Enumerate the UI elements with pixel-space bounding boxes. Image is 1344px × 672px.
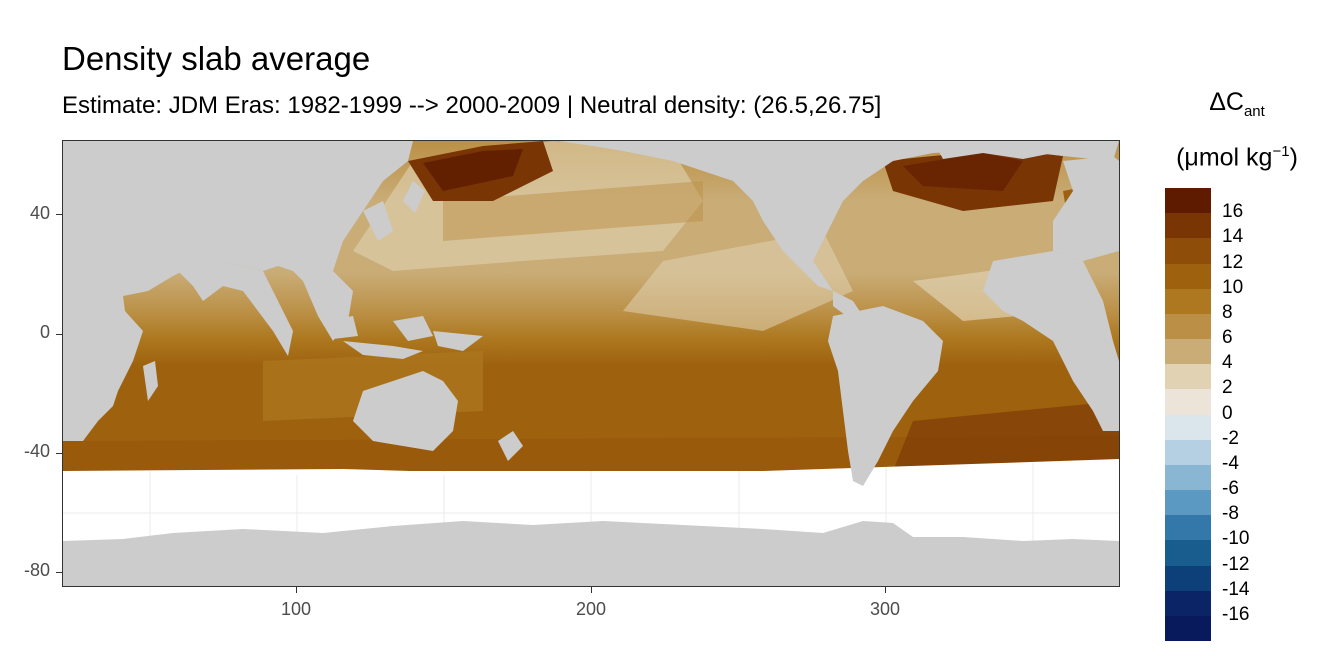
map-subtitle: Estimate: JDM Eras: 1982-1999 --> 2000-2… — [62, 92, 882, 119]
legend-unit-close: ) — [1289, 143, 1298, 172]
legend-label: 2 — [1222, 377, 1233, 399]
legend-swatch — [1165, 339, 1211, 365]
legend-label: 16 — [1222, 201, 1244, 223]
legend-label: 4 — [1222, 352, 1233, 374]
legend-swatch — [1165, 364, 1211, 390]
legend-title-sub: ant — [1243, 103, 1265, 120]
x-tick-label: 100 — [280, 599, 312, 619]
legend-swatch — [1165, 615, 1211, 642]
legend-swatch — [1165, 490, 1211, 516]
legend-colorbar — [1165, 188, 1211, 642]
legend-label: -10 — [1222, 528, 1250, 550]
x-tick-mark — [591, 587, 592, 593]
legend-label: 6 — [1222, 327, 1233, 348]
legend-swatch — [1165, 188, 1211, 214]
legend-swatch — [1165, 540, 1211, 566]
y-tick-mark — [56, 572, 62, 573]
legend-label: -12 — [1222, 553, 1250, 575]
legend-title: ΔCant (μmol kg−1) — [1162, 82, 1312, 177]
legend-label: 8 — [1222, 301, 1233, 323]
legend-label: -2 — [1222, 427, 1239, 449]
y-tick-label: -40 — [23, 441, 50, 461]
y-tick-mark — [56, 334, 62, 335]
legend-label: -14 — [1222, 578, 1250, 600]
legend-swatch — [1165, 464, 1211, 491]
legend-label: -16 — [1222, 603, 1250, 625]
legend-swatch — [1165, 313, 1211, 340]
x-tick-mark — [885, 587, 886, 593]
x-tick-label: 300 — [869, 599, 901, 619]
legend-label: -4 — [1222, 452, 1239, 474]
legend-label: -6 — [1222, 478, 1239, 499]
legend-swatch — [1165, 238, 1211, 264]
legend-label: -8 — [1222, 503, 1239, 525]
legend-swatch — [1165, 590, 1211, 617]
ocean-map — [63, 141, 1119, 586]
legend-swatch — [1165, 288, 1211, 315]
land-masses — [63, 141, 1119, 586]
y-tick-mark — [56, 453, 62, 454]
y-tick-label: -80 — [23, 560, 50, 580]
y-tick-label: 40 — [29, 203, 50, 223]
legend-swatch — [1165, 213, 1211, 239]
legend-label: 0 — [1222, 402, 1233, 424]
y-tick-mark — [56, 214, 62, 215]
legend-unit-sup: −1 — [1272, 143, 1290, 160]
legend-swatch — [1165, 389, 1211, 415]
map-title: Density slab average — [62, 40, 371, 77]
legend-label: 12 — [1222, 251, 1244, 273]
x-tick-label: 200 — [575, 599, 607, 619]
y-tick-label: 0 — [39, 322, 50, 342]
legend-unit-open: (μmol kg — [1176, 143, 1273, 172]
x-tick-mark — [296, 587, 297, 593]
map-panel — [62, 140, 1120, 587]
legend-label: 10 — [1222, 276, 1244, 298]
legend-swatch — [1165, 414, 1211, 441]
legend-swatch — [1165, 263, 1211, 290]
legend-title-main: ΔC — [1209, 88, 1244, 116]
legend-swatch — [1165, 515, 1211, 541]
legend-swatch — [1165, 565, 1211, 592]
legend-swatch — [1165, 439, 1211, 466]
legend-label: 14 — [1222, 226, 1244, 248]
